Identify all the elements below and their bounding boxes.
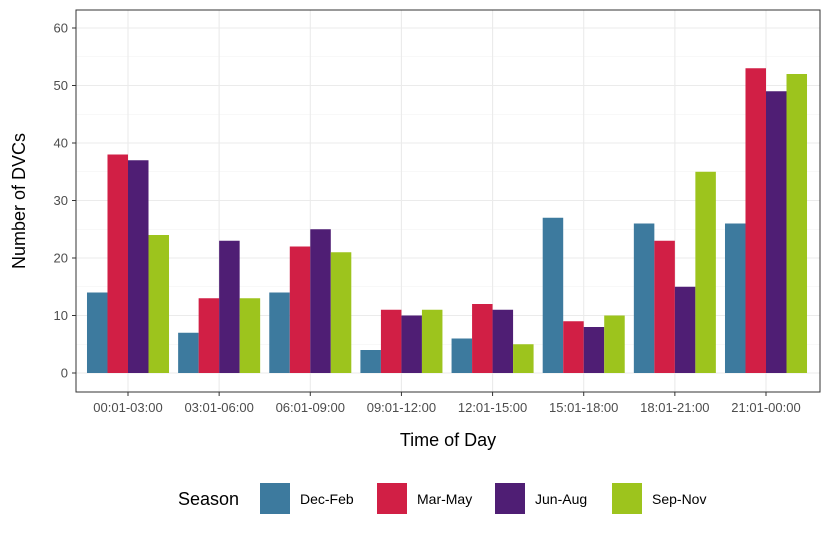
- bar-jun-aug-6: [583, 327, 605, 373]
- y-tick-label: 30: [54, 193, 68, 208]
- legend-key-sep-nov: [612, 483, 642, 514]
- x-tick-label: 18:01-21:00: [640, 400, 709, 415]
- x-tick-label: 06:01-09:00: [276, 400, 345, 415]
- bar-jun-aug-4: [401, 315, 422, 373]
- y-tick-label: 10: [54, 308, 68, 323]
- bar-mar-may-5: [472, 304, 493, 373]
- bar-dec-feb-8: [724, 223, 746, 373]
- bar-dec-feb-3: [269, 292, 290, 373]
- x-tick-label: 03:01-06:00: [184, 400, 253, 415]
- bar-dec-feb-6: [542, 217, 564, 373]
- x-axis: 00:01-03:00 03:01-06:00 06:01-09:00 09:01-1…: [93, 392, 801, 415]
- bar-sep-nov-8: [786, 74, 808, 373]
- bar-sep-nov-6: [604, 315, 625, 373]
- y-tick-label: 50: [54, 78, 68, 93]
- bar-jun-aug-8: [766, 91, 787, 373]
- bar-dec-feb-2: [178, 332, 199, 373]
- legend-key-dec-feb: [260, 483, 290, 514]
- y-tick-label: 20: [54, 251, 68, 266]
- bar-mar-may-7: [654, 240, 675, 373]
- bar-mar-may-4: [380, 309, 402, 373]
- x-tick-label: 15:01-18:00: [549, 400, 618, 415]
- legend-title: Season: [178, 489, 239, 509]
- bar-jun-aug-3: [310, 229, 331, 373]
- x-tick-label: 12:01-15:00: [458, 400, 527, 415]
- legend-label-mar-may: Mar-May: [417, 491, 472, 507]
- y-axis-title: Number of DVCs: [9, 133, 29, 269]
- bar-dec-feb-7: [633, 223, 655, 373]
- x-axis-title: Time of Day: [400, 430, 496, 450]
- y-tick-label: 0: [61, 366, 68, 381]
- bar-sep-nov-3: [330, 252, 352, 373]
- legend-label-jun-aug: Jun-Aug: [535, 491, 587, 507]
- bar-dec-feb-5: [451, 338, 473, 373]
- bar-sep-nov-1: [148, 235, 170, 373]
- bar-mar-may-8: [745, 68, 766, 373]
- bar-mar-may-2: [198, 298, 220, 373]
- bar-sep-nov-4: [421, 309, 443, 373]
- bar-mar-may-3: [289, 246, 311, 373]
- bar-sep-nov-2: [239, 298, 261, 373]
- y-axis: 0 10 20 30 40 50 60: [54, 21, 76, 381]
- bar-sep-nov-7: [695, 171, 716, 373]
- legend-label-sep-nov: Sep-Nov: [652, 491, 706, 507]
- x-tick-label: 00:01-03:00: [93, 400, 162, 415]
- legend-label-dec-feb: Dec-Feb: [300, 491, 354, 507]
- bar-jun-aug-7: [674, 286, 696, 373]
- bar-sep-nov-5: [513, 344, 534, 373]
- legend: Season Dec-Feb Mar-May Jun-Aug Sep-Nov: [178, 483, 706, 514]
- x-tick-label: 09:01-12:00: [367, 400, 436, 415]
- legend-key-jun-aug: [495, 483, 525, 514]
- bar-jun-aug-2: [219, 240, 240, 373]
- y-tick-label: 40: [54, 136, 68, 151]
- bars: [86, 68, 808, 373]
- bar-mar-may-6: [563, 321, 584, 373]
- bar-mar-may-1: [107, 154, 128, 373]
- legend-key-mar-may: [377, 483, 407, 514]
- bar-jun-aug-1: [128, 160, 149, 373]
- bar-dec-feb-1: [86, 292, 108, 373]
- bar-dec-feb-4: [360, 350, 381, 373]
- bar-jun-aug-5: [492, 309, 514, 373]
- x-tick-label: 21:01-00:00: [731, 400, 800, 415]
- y-tick-label: 60: [54, 21, 68, 36]
